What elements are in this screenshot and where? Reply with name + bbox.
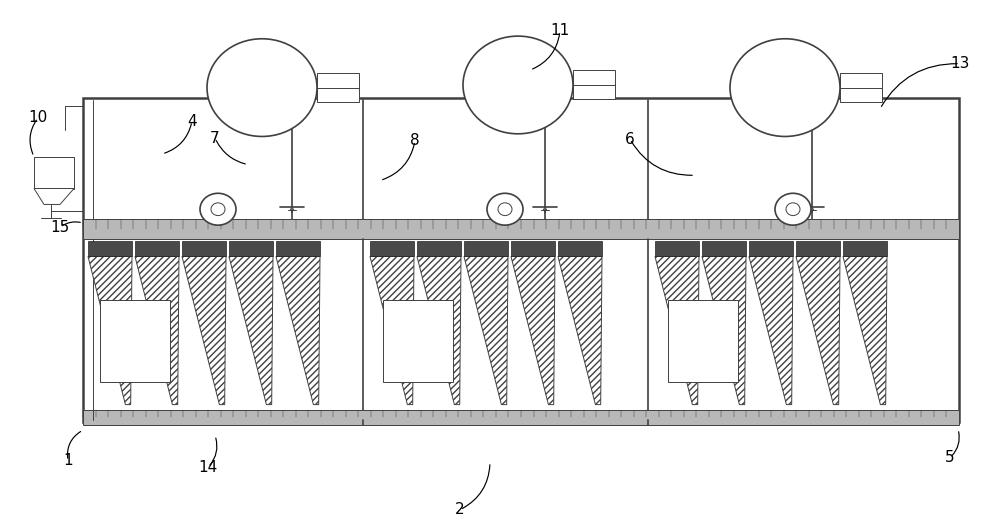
Bar [702,241,746,256]
Ellipse shape [207,39,317,136]
Text: 14: 14 [198,460,218,475]
Ellipse shape [463,36,573,134]
Bar [317,73,359,102]
Polygon shape [276,256,320,405]
Bar [229,241,273,256]
Polygon shape [558,256,602,405]
Bar [464,241,508,256]
Text: 5: 5 [945,450,955,465]
Bar [88,241,132,256]
Ellipse shape [730,39,840,136]
Bar [83,410,959,425]
Text: 13: 13 [950,56,970,71]
Bar [370,241,414,256]
Polygon shape [229,256,273,405]
Bar [655,241,699,256]
Bar [511,241,555,256]
Ellipse shape [775,193,811,225]
Polygon shape [88,256,132,405]
Bar [34,157,74,189]
Text: 11: 11 [550,23,570,38]
Bar [135,241,179,256]
Polygon shape [417,256,461,405]
Bar [182,241,226,256]
Polygon shape [135,256,179,405]
Text: 6: 6 [625,132,635,147]
Bar [276,241,320,256]
Bar [749,241,793,256]
Bar [668,300,738,382]
Polygon shape [182,256,226,405]
Ellipse shape [498,203,512,216]
Ellipse shape [487,193,523,225]
Text: 7: 7 [210,131,220,145]
Bar [417,241,461,256]
Bar [573,70,615,99]
Polygon shape [464,256,508,405]
Text: 10: 10 [28,110,48,125]
Ellipse shape [211,203,225,216]
Text: 15: 15 [50,220,70,235]
Polygon shape [370,256,414,405]
Bar [83,98,959,422]
Polygon shape [702,256,746,405]
Polygon shape [749,256,793,405]
Polygon shape [511,256,555,405]
Polygon shape [796,256,840,405]
Polygon shape [843,256,887,405]
Text: 4: 4 [187,114,197,129]
Text: 1: 1 [63,453,73,468]
Text: 8: 8 [410,133,420,148]
Bar [383,300,453,382]
Polygon shape [34,189,74,204]
Text: 2: 2 [455,502,465,517]
Ellipse shape [200,193,236,225]
Bar [100,300,170,382]
Bar [796,241,840,256]
Bar [558,241,602,256]
Bar [840,73,882,102]
Polygon shape [655,256,699,405]
Bar [83,219,959,239]
Ellipse shape [786,203,800,216]
Bar [843,241,887,256]
